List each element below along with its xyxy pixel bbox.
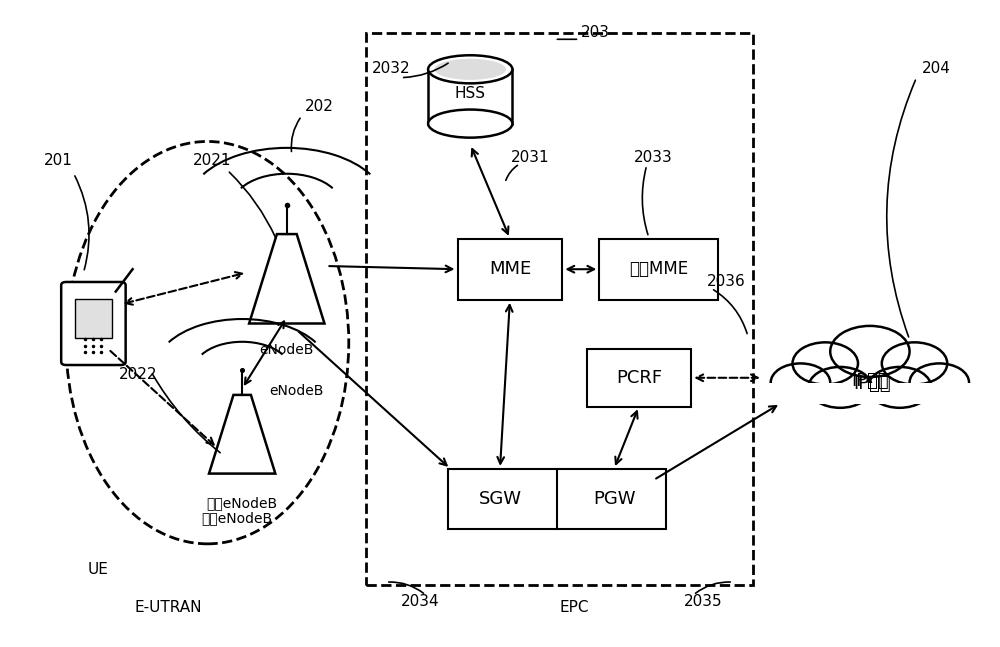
Circle shape bbox=[793, 342, 858, 384]
Text: 其它eNodeB: 其它eNodeB bbox=[207, 496, 278, 510]
Text: E-UTRAN: E-UTRAN bbox=[134, 600, 202, 615]
FancyBboxPatch shape bbox=[75, 299, 112, 338]
Circle shape bbox=[868, 367, 931, 408]
Ellipse shape bbox=[428, 109, 512, 138]
Text: 2034: 2034 bbox=[401, 594, 440, 609]
Text: eNodeB: eNodeB bbox=[260, 343, 314, 356]
Text: 2035: 2035 bbox=[684, 594, 723, 609]
FancyBboxPatch shape bbox=[428, 69, 512, 124]
Text: 2033: 2033 bbox=[634, 150, 673, 165]
Circle shape bbox=[882, 342, 947, 384]
Ellipse shape bbox=[66, 142, 349, 544]
Text: eNodeB: eNodeB bbox=[270, 384, 324, 397]
FancyBboxPatch shape bbox=[61, 282, 126, 365]
Text: 2022: 2022 bbox=[119, 367, 157, 382]
FancyBboxPatch shape bbox=[366, 33, 753, 586]
Text: IP业务: IP业务 bbox=[853, 375, 891, 393]
Polygon shape bbox=[249, 234, 324, 324]
Text: SGW: SGW bbox=[479, 490, 522, 508]
Circle shape bbox=[771, 364, 830, 402]
Text: 204: 204 bbox=[922, 61, 951, 76]
Text: 202: 202 bbox=[305, 99, 334, 114]
Circle shape bbox=[830, 326, 910, 377]
FancyBboxPatch shape bbox=[448, 469, 666, 529]
FancyBboxPatch shape bbox=[599, 239, 718, 300]
Text: MME: MME bbox=[489, 260, 531, 278]
FancyBboxPatch shape bbox=[458, 239, 562, 300]
Text: IP业务: IP业务 bbox=[851, 372, 889, 390]
Text: EPC: EPC bbox=[560, 600, 589, 615]
Text: 其它MME: 其它MME bbox=[629, 260, 688, 278]
Text: PCRF: PCRF bbox=[616, 369, 662, 387]
Text: 2036: 2036 bbox=[707, 274, 745, 289]
Text: 203: 203 bbox=[581, 25, 610, 40]
Polygon shape bbox=[209, 395, 275, 474]
Text: 2031: 2031 bbox=[510, 150, 549, 165]
Circle shape bbox=[808, 367, 872, 408]
Text: 其它eNodeB: 其它eNodeB bbox=[202, 511, 273, 525]
Text: UE: UE bbox=[88, 562, 109, 577]
FancyBboxPatch shape bbox=[587, 349, 691, 406]
Ellipse shape bbox=[428, 55, 512, 83]
Circle shape bbox=[910, 364, 969, 402]
Text: HSS: HSS bbox=[455, 86, 486, 101]
Text: PGW: PGW bbox=[593, 490, 635, 508]
Ellipse shape bbox=[434, 59, 506, 80]
Text: 2021: 2021 bbox=[193, 153, 232, 168]
FancyBboxPatch shape bbox=[766, 382, 974, 404]
Text: 2032: 2032 bbox=[372, 61, 410, 76]
Text: 201: 201 bbox=[44, 153, 73, 168]
